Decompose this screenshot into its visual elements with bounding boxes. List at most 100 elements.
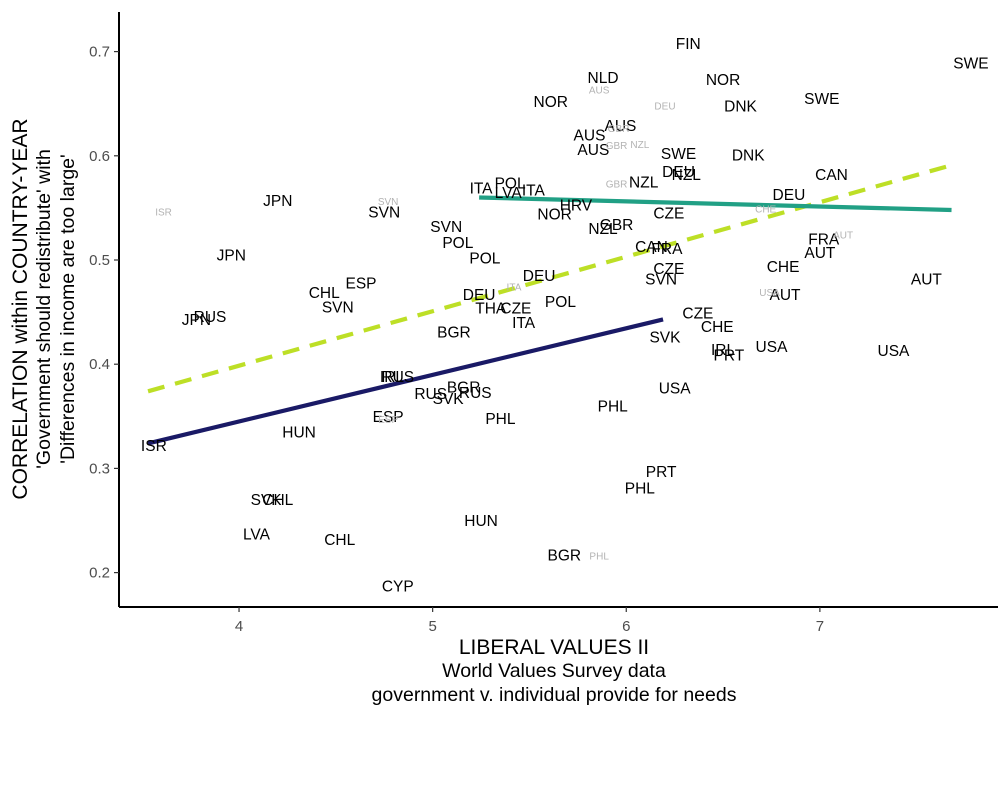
x-axis-title-line-2: World Values Survey data — [442, 660, 666, 682]
x-tick-label: 4 — [235, 618, 243, 635]
point-label-lva: LVA — [243, 527, 271, 544]
point-label-hun: HUN — [464, 513, 498, 530]
point-label-usa: USA — [759, 288, 780, 299]
point-label-chl: CHL — [309, 285, 340, 302]
point-label-phl: PHL — [598, 398, 629, 415]
point-label-hrv: HRV — [560, 197, 593, 214]
y-tick-label: 0.5 — [89, 252, 110, 269]
point-label-nzl: NZL — [672, 167, 702, 184]
point-label-prt: PRT — [646, 464, 677, 481]
point-label-nld: NLD — [588, 70, 619, 87]
point-label-chl: CHL — [262, 492, 293, 509]
point-label-cze: CZE — [653, 206, 684, 223]
point-label-aut: AUT — [833, 230, 853, 241]
point-label-svn: SVN — [645, 271, 677, 288]
point-label-che: CHE — [755, 204, 776, 215]
point-label-nzl: NZL — [630, 140, 649, 151]
point-label-swe: SWE — [953, 56, 988, 73]
point-label-svk: SVK — [649, 330, 681, 347]
point-label-hun: HUN — [282, 424, 316, 441]
point-label-esp: ESP — [346, 275, 377, 292]
point-label-che: CHE — [701, 319, 734, 336]
point-label-cze: CZE — [653, 261, 684, 278]
point-label-fra: FRA — [651, 241, 683, 258]
point-label-bgr: BGR — [447, 380, 481, 397]
point-label-aut: AUT — [770, 287, 802, 304]
y-axis-title-line-1: CORRELATION within COUNTRY-YEAR — [9, 118, 32, 499]
point-label-isr: ISR — [141, 438, 167, 455]
point-label-rus: RUS — [459, 385, 492, 402]
point-label-esp: ESP — [373, 409, 404, 426]
y-tick-label: 0.3 — [89, 460, 110, 477]
point-label-fin: FIN — [676, 36, 701, 53]
point-label-prt: PRT — [714, 347, 745, 364]
point-label-aut: AUT — [911, 271, 943, 288]
point-label-can: CAN — [635, 239, 668, 256]
fit-lines — [147, 163, 953, 446]
point-label-nor: NOR — [706, 72, 740, 89]
y-tick-label: 0.6 — [89, 148, 110, 165]
fit-line-solid — [479, 195, 952, 213]
point-label-svk: SVK — [251, 492, 283, 509]
point-label-che: CHE — [767, 259, 800, 276]
point-label-svn: SVN — [322, 299, 354, 316]
point-label-pol: POL — [495, 175, 526, 192]
point-label-nzl: NZL — [629, 174, 659, 191]
point-label-isr: ISR — [155, 208, 172, 219]
x-axis-ticks: 4 5 6 7 — [235, 607, 824, 635]
point-label-swe: SWE — [661, 146, 696, 163]
point-label-phl: PHL — [485, 411, 516, 428]
point-label-aus: AUS — [589, 86, 610, 97]
point-label-nor: NOR — [534, 94, 568, 111]
point-label-tha: THA — [475, 300, 507, 317]
fit-line-solid — [147, 317, 664, 446]
point-label-ita: ITA — [512, 315, 536, 332]
point-label-aut: AUT — [804, 245, 836, 262]
point-label-dnk: DNK — [732, 147, 765, 164]
point-label-usa: USA — [756, 339, 789, 356]
point-label-phl: PHL — [625, 481, 656, 498]
y-axis-title-line-2: 'Government should redistribute' with — [33, 149, 55, 469]
point-label-rus: RUS — [194, 309, 227, 326]
point-label-rus: RUS — [381, 369, 414, 386]
point-label-ita: ITA — [507, 283, 522, 294]
y-tick-label: 0.2 — [89, 565, 110, 582]
y-axis-title: CORRELATION within COUNTRY-YEAR 'Governm… — [9, 118, 79, 499]
point-label-deu: DEU — [654, 101, 675, 112]
point-label-svn: SVN — [430, 219, 462, 236]
point-label-jpn: JPN — [182, 312, 211, 329]
point-label-cyp: CYP — [382, 579, 414, 596]
point-label-can: CAN — [815, 167, 848, 184]
point-label-aus: AUS — [605, 118, 637, 135]
y-axis-ticks: 0.2 0.3 0.4 0.5 0.6 0.7 — [89, 44, 119, 582]
point-label-svn: SVN — [368, 205, 400, 222]
point-label-ita: ITA — [522, 183, 546, 200]
point-label-gbr: GBR — [606, 141, 628, 152]
point-label-jpn: JPN — [263, 193, 292, 210]
point-label-irl: IRL — [711, 342, 736, 359]
point-label-deu: DEU — [463, 287, 496, 304]
point-label-pol: POL — [469, 250, 500, 267]
y-tick-label: 0.4 — [89, 356, 110, 373]
point-label-esp: ESP — [378, 415, 398, 426]
point-label-nor: NOR — [537, 207, 571, 224]
point-label-pol: POL — [442, 235, 473, 252]
point-label-bgr: BGR — [437, 324, 471, 341]
point-label-pol: POL — [545, 294, 576, 311]
y-axis-title-line-3: 'Differences in income are too large' — [57, 154, 79, 464]
point-label-jpn: JPN — [217, 247, 246, 264]
point-label-deu: DEU — [773, 187, 806, 204]
point-label-svk: SVK — [433, 391, 465, 408]
axes: 4 5 6 7 0.2 0.3 0.4 0.5 0.6 0.7 — [89, 12, 998, 635]
x-tick-label: 7 — [816, 618, 824, 635]
point-label-deu: DEU — [662, 164, 695, 181]
point-label-svn: SVN — [378, 197, 399, 208]
point-label-aus: AUS — [577, 142, 609, 159]
point-label-gbr: GBR — [606, 179, 628, 190]
x-tick-label: 6 — [622, 618, 630, 635]
point-label-bgr: BGR — [548, 547, 582, 564]
point-label-deu: DEU — [523, 268, 556, 285]
